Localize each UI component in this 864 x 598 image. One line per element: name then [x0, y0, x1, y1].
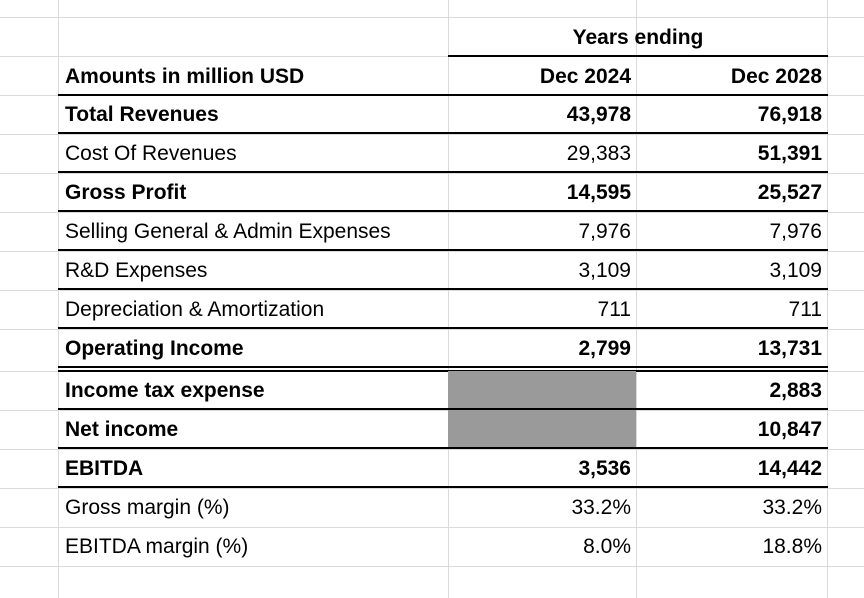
value-dec-2028: 10,847	[757, 418, 822, 441]
row-label: Net income	[65, 418, 179, 441]
grid-line	[0, 566, 864, 567]
value-dec-2028: 2,883	[769, 379, 822, 402]
value-dec-2024: 2,799	[578, 337, 631, 360]
value-dec-2024: 14,595	[566, 181, 631, 204]
grid-line	[0, 134, 864, 135]
row-border	[58, 447, 828, 449]
blocked-cell	[448, 371, 636, 410]
row-label: Selling General & Admin Expenses	[65, 220, 391, 243]
row-border	[58, 408, 828, 410]
column-header-row: Amounts in million USD Dec 2024 Dec 2028	[58, 57, 828, 96]
row-border	[58, 171, 828, 173]
value-dec-2028: 14,442	[757, 457, 822, 480]
header-underline	[448, 55, 828, 57]
row-border	[58, 288, 828, 290]
value-dec-2024	[448, 371, 636, 410]
value-dec-2024	[448, 410, 636, 449]
value-dec-2028: 13,731	[757, 337, 822, 360]
grid-line	[0, 410, 864, 411]
table-row: Selling General & Admin Expenses 7,976 7,9…	[58, 212, 828, 251]
row-border	[58, 366, 828, 368]
section-divider	[58, 370, 828, 372]
blocked-cell	[448, 410, 636, 449]
row-label: Operating Income	[65, 337, 244, 360]
table-row: R&D Expenses 3,109 3,109	[58, 251, 828, 290]
grid-line	[0, 173, 864, 174]
row-label: EBITDA margin (%)	[65, 535, 249, 558]
value-dec-2024: 33.2%	[571, 496, 631, 519]
value-dec-2028: 18.8%	[762, 535, 822, 558]
table-row: Net income 10,847	[58, 410, 828, 449]
table-row: Operating Income 2,799 13,731	[58, 329, 828, 368]
value-dec-2024: 711	[597, 298, 631, 321]
row-border	[58, 132, 828, 134]
grid-line	[0, 17, 864, 18]
row-label: Income tax expense	[65, 379, 265, 402]
value-dec-2028: 33.2%	[762, 496, 822, 519]
row-border	[58, 249, 828, 251]
grid-line	[636, 0, 637, 598]
row-label: Gross Profit	[65, 181, 187, 204]
grid-line	[58, 0, 59, 598]
col-header-dec-2028: Dec 2028	[730, 65, 822, 88]
value-dec-2028: 711	[788, 298, 822, 321]
years-ending-header: Years ending	[572, 26, 704, 49]
value-dec-2024: 43,978	[566, 103, 631, 126]
value-dec-2024: 29,383	[566, 142, 631, 165]
row-label: Depreciation & Amortization	[65, 298, 325, 321]
grid-line	[827, 0, 828, 598]
value-dec-2024: 3,109	[578, 259, 631, 282]
table-row: EBITDA 3,536 14,442	[58, 449, 828, 488]
value-dec-2024: 8.0%	[583, 535, 631, 558]
row-label-header: Amounts in million USD	[65, 65, 305, 88]
value-dec-2028: 25,527	[757, 181, 822, 204]
row-label: Cost Of Revenues	[65, 142, 237, 165]
grid-line	[0, 56, 864, 57]
table-row: Total Revenues 43,978 76,918	[58, 95, 828, 134]
row-label: Gross margin (%)	[65, 496, 230, 519]
grid-line	[448, 0, 449, 598]
table-row: Gross margin (%) 33.2% 33.2%	[58, 488, 828, 527]
value-dec-2024: 7,976	[578, 220, 631, 243]
grid-line	[0, 527, 864, 528]
grid-line	[0, 290, 864, 291]
row-label: R&D Expenses	[65, 259, 208, 282]
table-row: Depreciation & Amortization 711 711	[58, 290, 828, 329]
row-label: Total Revenues	[65, 103, 219, 126]
value-dec-2028: 3,109	[769, 259, 822, 282]
table-row: Income tax expense 2,883	[58, 371, 828, 410]
value-dec-2028: 7,976	[769, 220, 822, 243]
grid-line	[0, 449, 864, 450]
row-border	[58, 210, 828, 212]
table-row: Cost Of Revenues 29,383 51,391	[58, 134, 828, 173]
table-row: EBITDA margin (%) 8.0% 18.8%	[58, 527, 828, 566]
col-header-dec-2024: Dec 2024	[539, 65, 631, 88]
row-label: EBITDA	[65, 457, 144, 480]
grid-line	[0, 488, 864, 489]
table-row: Gross Profit 14,595 25,527	[58, 173, 828, 212]
value-dec-2028: 51,391	[757, 142, 822, 165]
row-border	[58, 486, 828, 488]
grid-line	[0, 329, 864, 330]
value-dec-2028: 76,918	[757, 103, 822, 126]
header-bottom-border	[58, 94, 828, 96]
grid-line	[0, 212, 864, 213]
row-border	[58, 327, 828, 329]
grid-line	[0, 251, 864, 252]
value-dec-2024: 3,536	[578, 457, 631, 480]
